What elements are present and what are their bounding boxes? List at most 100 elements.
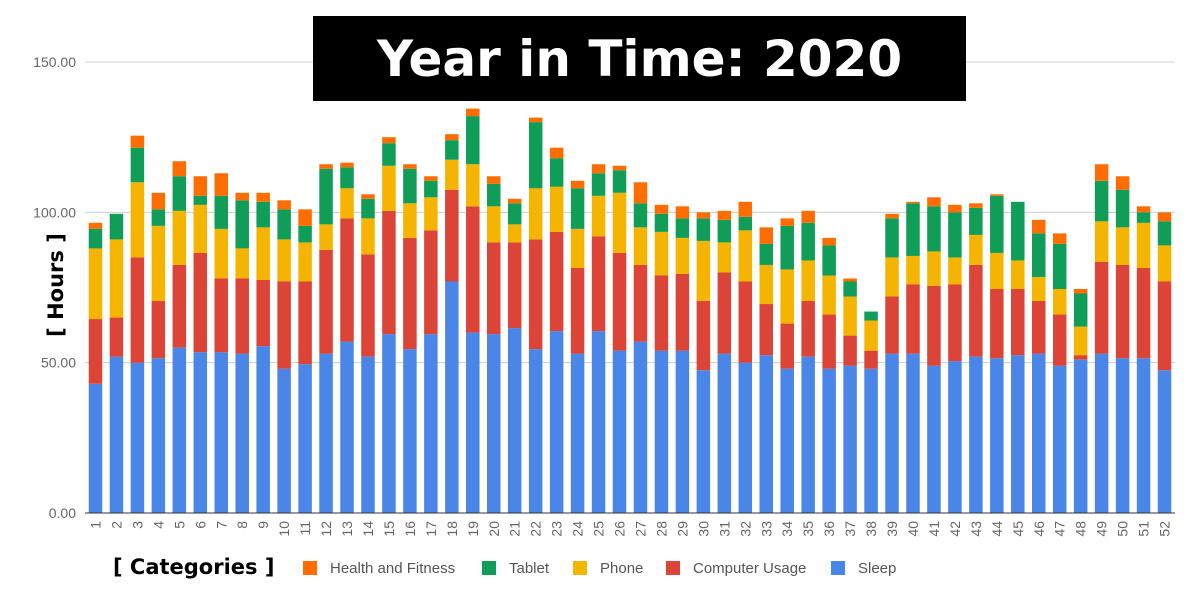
bar-phone-week-13: [340, 188, 354, 219]
legend-label-computer-usage: Computer Usage: [693, 559, 807, 577]
bar-sleep-week-1: [88, 383, 103, 513]
x-tick-label: 35: [800, 521, 816, 537]
bar-computer-usage-week-10: [277, 281, 291, 369]
bar-phone-week-5: [172, 210, 187, 265]
bar-computer-usage-week-13: [340, 218, 354, 342]
bar-computer-usage-week-30: [696, 301, 711, 371]
x-tick-label: 36: [821, 521, 837, 537]
bar-computer-usage-week-31: [717, 272, 732, 354]
bar-tablet-week-31: [717, 219, 732, 243]
bar-sleep-week-49: [1094, 353, 1109, 513]
x-tick-label: 42: [947, 521, 963, 537]
legend-label-phone: Phone: [600, 559, 644, 577]
bar-sleep-week-34: [780, 368, 794, 513]
bar-sleep-week-46: [1032, 353, 1046, 513]
x-tick-label: 50: [1115, 521, 1131, 537]
bar-health-and-fitness-week-24: [570, 180, 585, 189]
bar-sleep-week-4: [151, 358, 166, 513]
x-tick-label: 18: [444, 521, 460, 537]
bar-tablet-week-17: [424, 180, 438, 198]
x-tick-label: 46: [1031, 521, 1047, 537]
legend-item-phone: Phone: [573, 558, 643, 578]
bar-sleep-week-9: [256, 346, 270, 513]
bar-tablet-week-3: [130, 147, 145, 183]
bar-phone-week-46: [1032, 276, 1046, 302]
bar-computer-usage-week-5: [172, 264, 187, 348]
bar-tablet-week-30: [696, 218, 711, 241]
bar-computer-usage-week-43: [969, 264, 983, 357]
bar-computer-usage-week-6: [193, 252, 208, 353]
bar-health-and-fitness-week-25: [591, 164, 606, 174]
x-tick-label: 21: [507, 521, 523, 537]
bar-tablet-week-14: [361, 198, 375, 219]
bar-sleep-week-38: [864, 368, 878, 513]
bar-health-and-fitness-week-50: [1115, 176, 1130, 190]
bar-computer-usage-week-26: [612, 252, 627, 351]
bar-computer-usage-week-11: [298, 281, 312, 365]
bar-phone-week-20: [487, 206, 501, 243]
bar-computer-usage-week-35: [801, 301, 815, 357]
y-tick-label: 0.00: [49, 505, 76, 521]
x-tick-label: 23: [549, 521, 565, 537]
bar-phone-week-49: [1094, 221, 1109, 262]
x-tick-label: 19: [465, 521, 481, 537]
bar-phone-week-6: [193, 204, 208, 253]
x-tick-label: 9: [255, 521, 271, 529]
bar-tablet-week-34: [780, 225, 794, 270]
bar-tablet-week-19: [466, 116, 480, 165]
bar-sleep-week-44: [990, 358, 1004, 513]
bar-sleep-week-30: [696, 370, 711, 513]
bar-phone-week-24: [570, 228, 585, 268]
bar-phone-week-40: [906, 255, 920, 285]
bar-sleep-week-31: [717, 353, 732, 513]
bar-tablet-week-24: [570, 188, 585, 229]
bar-health-and-fitness-week-41: [927, 197, 941, 207]
x-tick-label: 49: [1094, 521, 1110, 537]
bar-health-and-fitness-week-35: [801, 210, 815, 223]
legend-label-tablet: Tablet: [509, 559, 550, 577]
bar-sleep-week-22: [528, 349, 543, 513]
bar-health-and-fitness-week-26: [612, 165, 627, 171]
bar-health-and-fitness-week-36: [822, 237, 836, 246]
bar-phone-week-51: [1136, 222, 1151, 268]
bar-tablet-week-48: [1073, 293, 1088, 327]
bar-health-and-fitness-week-39: [885, 213, 899, 219]
bar-sleep-week-23: [549, 331, 564, 513]
bar-tablet-week-16: [403, 168, 417, 204]
bar-health-and-fitness-week-9: [256, 192, 270, 202]
x-tick-label: 25: [591, 521, 607, 537]
bar-tablet-week-15: [382, 143, 396, 166]
bar-computer-usage-week-14: [361, 254, 375, 357]
bar-computer-usage-week-20: [487, 242, 501, 335]
bar-tablet-week-44: [990, 195, 1004, 253]
bar-health-and-fitness-week-13: [340, 162, 354, 168]
bar-tablet-week-47: [1052, 243, 1067, 290]
bar-tablet-week-49: [1094, 180, 1109, 222]
legend-swatch-tablet: [482, 561, 496, 575]
bar-computer-usage-week-29: [675, 273, 690, 351]
bar-phone-week-33: [759, 264, 773, 305]
x-tick-label: 24: [570, 521, 586, 537]
x-tick-label: 20: [486, 521, 502, 537]
legend-item-health-and-fitness: Health and Fitness: [303, 558, 455, 578]
bar-health-and-fitness-week-29: [675, 206, 690, 219]
bar-tablet-week-25: [591, 173, 606, 196]
bar-computer-usage-week-38: [864, 350, 878, 369]
x-tick-label: 47: [1052, 521, 1068, 537]
bar-phone-week-25: [591, 195, 606, 237]
bar-sleep-week-50: [1115, 358, 1130, 513]
bar-sleep-week-33: [759, 355, 773, 513]
bar-phone-week-34: [780, 269, 794, 324]
x-tick-label: 38: [863, 521, 879, 537]
bar-health-and-fitness-week-10: [277, 200, 291, 210]
bar-phone-week-8: [235, 248, 249, 279]
bar-phone-week-52: [1157, 245, 1172, 282]
bar-computer-usage-week-25: [591, 236, 606, 332]
bar-computer-usage-week-34: [780, 323, 794, 369]
bar-health-and-fitness-week-31: [717, 210, 732, 220]
bar-tablet-week-45: [1011, 201, 1025, 261]
x-tick-label: 48: [1073, 521, 1089, 537]
bar-computer-usage-week-22: [528, 239, 543, 350]
bar-phone-week-23: [549, 186, 564, 232]
x-tick-label: 14: [360, 521, 376, 537]
